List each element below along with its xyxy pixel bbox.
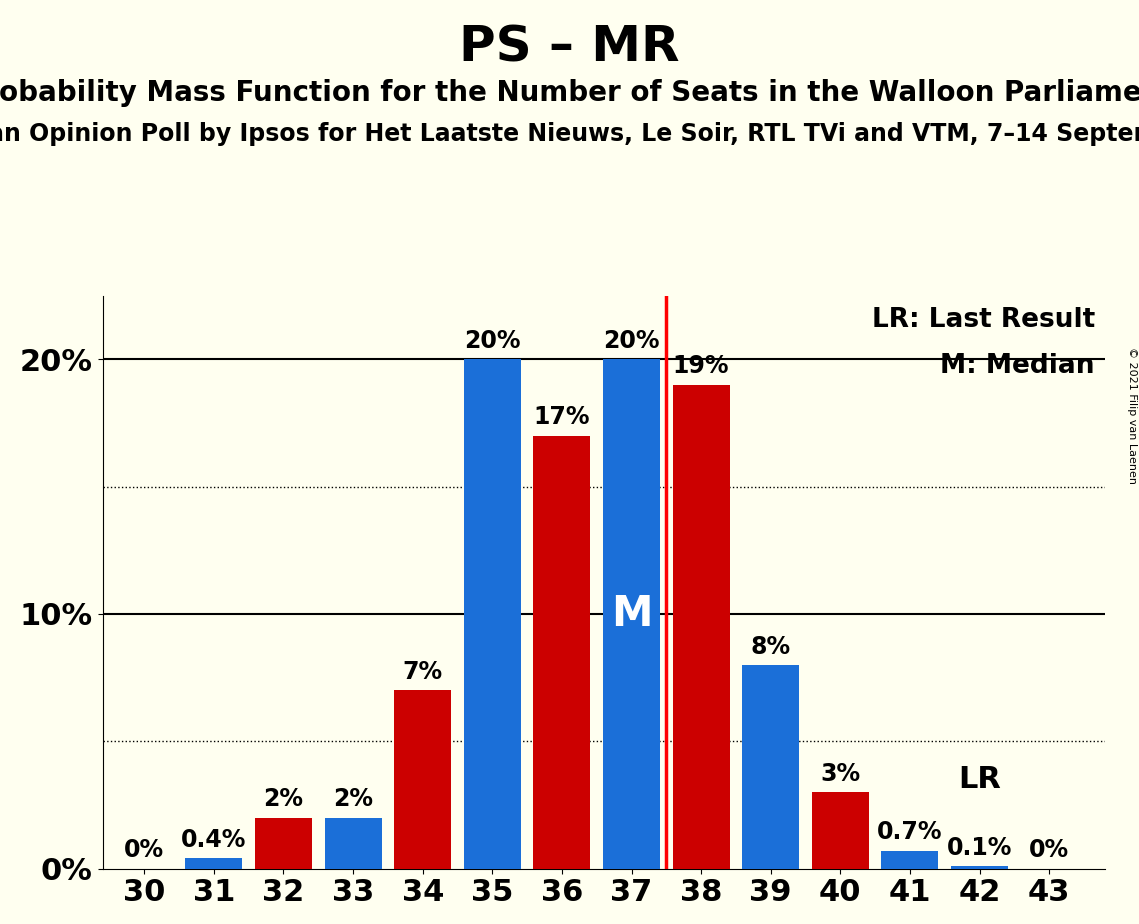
- Bar: [464, 359, 521, 869]
- Text: 0.4%: 0.4%: [181, 828, 246, 852]
- Text: 0%: 0%: [124, 838, 164, 862]
- Bar: [603, 359, 661, 869]
- Text: Probability Mass Function for the Number of Seats in the Walloon Parliament: Probability Mass Function for the Number…: [0, 79, 1139, 106]
- Text: 20%: 20%: [604, 329, 659, 353]
- Bar: [812, 792, 869, 869]
- Text: 2%: 2%: [333, 787, 374, 811]
- Text: 0.1%: 0.1%: [947, 835, 1013, 859]
- Text: 7%: 7%: [402, 660, 443, 684]
- Text: 19%: 19%: [673, 355, 729, 379]
- Bar: [394, 690, 451, 869]
- Text: 8%: 8%: [751, 635, 790, 659]
- Bar: [673, 384, 730, 869]
- Text: M: Median: M: Median: [941, 353, 1095, 379]
- Text: 17%: 17%: [534, 406, 590, 430]
- Bar: [325, 818, 382, 869]
- Bar: [533, 436, 590, 869]
- Bar: [882, 851, 939, 869]
- Text: 20%: 20%: [464, 329, 521, 353]
- Bar: [951, 866, 1008, 869]
- Bar: [743, 665, 800, 869]
- Text: © 2021 Filip van Laenen: © 2021 Filip van Laenen: [1126, 347, 1137, 484]
- Text: 2%: 2%: [263, 787, 303, 811]
- Text: M: M: [611, 593, 653, 635]
- Text: LR: Last Result: LR: Last Result: [871, 307, 1095, 334]
- Text: n an Opinion Poll by Ipsos for Het Laatste Nieuws, Le Soir, RTL TVi and VTM, 7–1: n an Opinion Poll by Ipsos for Het Laats…: [0, 122, 1139, 146]
- Text: 0.7%: 0.7%: [877, 821, 943, 845]
- Bar: [255, 818, 312, 869]
- Text: LR: LR: [959, 765, 1001, 794]
- Text: 3%: 3%: [820, 761, 860, 785]
- Text: PS – MR: PS – MR: [459, 23, 680, 71]
- Bar: [186, 858, 243, 869]
- Text: 0%: 0%: [1029, 838, 1070, 862]
